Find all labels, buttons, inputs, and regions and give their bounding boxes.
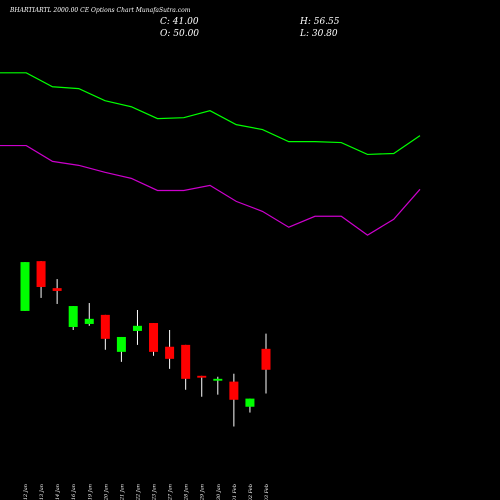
x-tick-label: 02 Feb xyxy=(248,484,254,500)
chart-title: BHARTIARTL 2000.00 CE Options Chart Muna… xyxy=(9,7,191,14)
x-tick-label: 19 Jan xyxy=(87,484,93,500)
x-tick-label: 29 Jan xyxy=(200,484,206,500)
high-label: H: 56.55 xyxy=(299,17,340,27)
x-tick-label: 12 Jan xyxy=(23,484,29,500)
x-tick-label: 16 Jan xyxy=(71,484,77,500)
candle-body xyxy=(84,318,94,324)
overlay-line xyxy=(0,144,421,236)
x-tick-label: 21 Jan xyxy=(119,484,125,500)
x-tick-label: 01 Feb xyxy=(232,484,238,500)
x-tick-label: 30 Jan xyxy=(216,484,222,500)
candle-body xyxy=(68,306,78,327)
x-tick-label: 27 Jan xyxy=(168,484,174,500)
low-label: L: 30.80 xyxy=(299,29,338,39)
open-label: O: 50.00 xyxy=(160,29,199,39)
close-label: C: 41.00 xyxy=(160,17,199,27)
candle-body xyxy=(245,398,255,407)
candle-body xyxy=(181,344,191,379)
x-tick-label: 13 Jan xyxy=(39,484,45,500)
x-tick-label: 14 Jan xyxy=(55,484,61,500)
candle-body xyxy=(165,346,175,359)
candle-body xyxy=(149,323,159,352)
overlay-line xyxy=(0,72,421,156)
candle-body xyxy=(229,381,239,400)
x-tick-label: 03 Feb xyxy=(264,484,270,500)
candle-body xyxy=(36,261,46,287)
candle-body xyxy=(100,314,110,339)
candle-body xyxy=(52,288,62,291)
candle-body xyxy=(261,348,271,370)
x-tick-label: 23 Jan xyxy=(152,484,158,500)
candle-body xyxy=(20,262,30,311)
x-tick-label: 22 Jan xyxy=(135,484,141,500)
candle-body xyxy=(116,336,126,352)
candle-body xyxy=(132,325,142,331)
candle-body xyxy=(197,375,207,378)
candle-body xyxy=(213,378,223,381)
x-tick-label: 28 Jan xyxy=(184,484,190,500)
x-tick-label: 20 Jan xyxy=(103,484,109,500)
